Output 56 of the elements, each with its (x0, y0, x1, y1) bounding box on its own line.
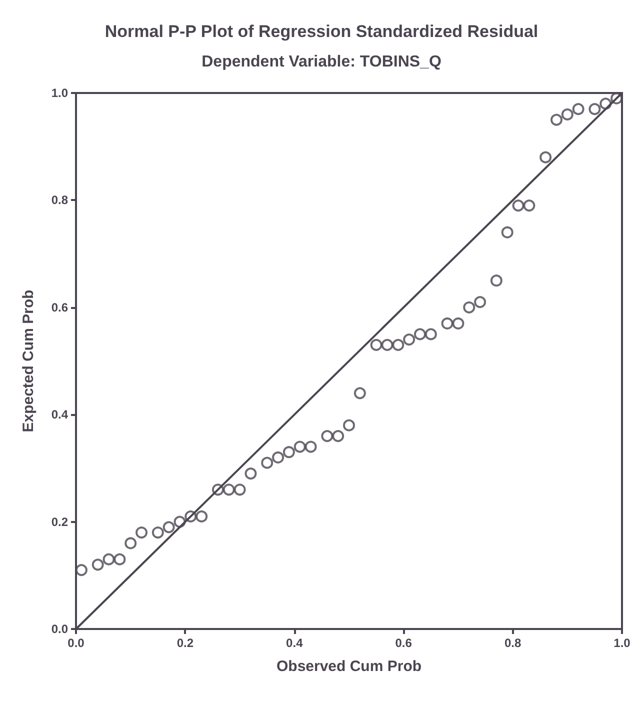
point (152, 526, 164, 539)
point (424, 328, 437, 340)
point (332, 430, 344, 442)
point (452, 317, 464, 330)
point (162, 521, 175, 534)
y-tick-label: 0.4 (51, 408, 68, 422)
point (102, 553, 115, 566)
point (550, 114, 562, 126)
point (414, 328, 426, 340)
x-tick-label: 0.6 (395, 636, 412, 650)
point (523, 200, 536, 212)
point (572, 103, 584, 116)
point (92, 558, 104, 571)
point (370, 338, 382, 351)
point (381, 338, 394, 351)
x-tick-label: 0.0 (68, 636, 85, 650)
point (136, 526, 148, 539)
point (244, 468, 257, 480)
point (501, 226, 514, 238)
point (441, 317, 454, 330)
point (222, 484, 235, 496)
point (75, 564, 88, 576)
x-axis-title: Observed Cum Prob (276, 658, 422, 675)
y-tick-label: 0.8 (51, 193, 68, 208)
chart-title: Normal P-P Plot of Regression Standardized Residual (104, 22, 538, 41)
point (124, 537, 137, 550)
point (294, 440, 306, 453)
point (354, 387, 366, 400)
y-tick-label: 0.6 (51, 300, 68, 314)
x-tick-label: 1.0 (614, 636, 631, 650)
chart-subtitle: Dependent Variable: TOBINS_Q (202, 54, 442, 70)
y-tick-label: 0.2 (51, 514, 68, 529)
point (463, 301, 476, 314)
point (490, 274, 502, 287)
point (321, 430, 334, 442)
point (540, 151, 552, 164)
y-tick-label: 0.0 (51, 622, 68, 636)
point (261, 456, 274, 469)
y-tick-label: 1.0 (51, 86, 68, 100)
x-tick-label: 0.2 (176, 636, 194, 650)
x-tick-label: 0.8 (504, 636, 522, 650)
point (512, 200, 524, 212)
point (474, 296, 486, 308)
point (392, 338, 404, 351)
point (304, 440, 317, 453)
point (234, 484, 246, 496)
point (196, 510, 208, 522)
x-tick-label: 0.4 (286, 636, 304, 650)
point (343, 419, 355, 432)
point (272, 451, 284, 464)
point (403, 334, 416, 346)
y-axis-title: Expected Cum Prob (20, 290, 37, 432)
point (588, 103, 601, 116)
point (282, 446, 295, 458)
point (561, 108, 574, 120)
point (114, 553, 126, 566)
